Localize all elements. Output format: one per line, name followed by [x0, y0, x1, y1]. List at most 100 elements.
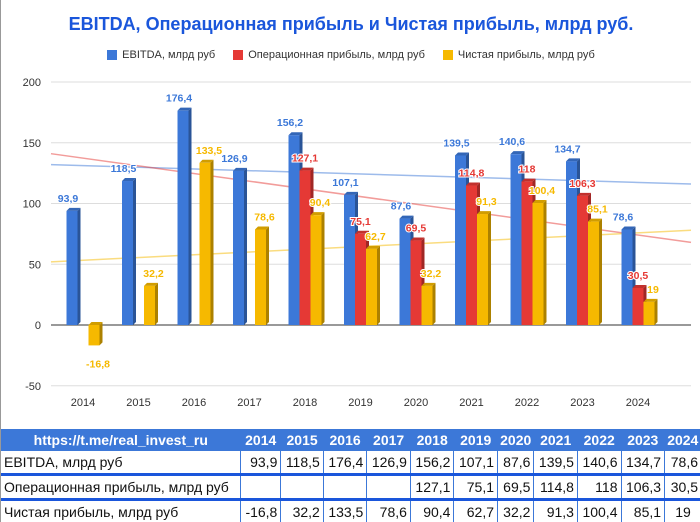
row-label: EBITDA, млрд руб: [1, 451, 241, 476]
x-tick-label: 2020: [404, 397, 428, 409]
x-tick-label: 2017: [237, 397, 261, 409]
y-tick-label: -50: [25, 381, 41, 393]
bar: [455, 155, 466, 325]
legend-label: EBITDA, млрд руб: [122, 49, 216, 61]
data-label: -16,8: [86, 358, 110, 370]
bar: [421, 285, 433, 325]
table-year-header: 2023: [621, 429, 665, 451]
legend-ebitda: EBITDA, млрд руб: [107, 49, 215, 61]
bar: [566, 161, 577, 325]
table-year-header: 2014: [240, 429, 281, 451]
legend-net: Чистая прибыль, млрд руб: [442, 49, 595, 61]
data-label: 87,6: [391, 201, 412, 213]
data-label: 134,7: [554, 143, 580, 155]
bar-top: [366, 245, 380, 249]
table-cell: 107,1: [453, 451, 498, 476]
bar-top: [421, 282, 436, 286]
bar: [510, 154, 522, 325]
data-label: 126,9: [221, 153, 247, 165]
table-header-link[interactable]: https://t.me/real_invest_ru: [1, 429, 241, 451]
bar-top: [355, 230, 369, 234]
data-label: 107,1: [332, 177, 358, 189]
bar-top: [144, 282, 158, 286]
data-label: 75,1: [350, 216, 371, 228]
table-year-header: 2017: [366, 429, 411, 451]
table-cell: 30,5: [664, 474, 700, 501]
bar-side: [133, 178, 136, 325]
bar: [255, 229, 266, 325]
table-cell: 100,4: [576, 499, 621, 522]
table-cell: 78,6: [366, 499, 411, 522]
table-row: Чистая прибыль, млрд руб -16,8 32,2 133,5 78…: [1, 499, 700, 522]
bar: [466, 185, 477, 325]
bar: [621, 229, 633, 325]
bar-top: [399, 215, 414, 219]
table-cell: 87,6: [496, 451, 534, 476]
table-cell: 62,7: [453, 499, 498, 522]
bar: [88, 325, 100, 346]
bar: [399, 218, 411, 325]
bar-top: [621, 226, 636, 230]
data-label: 30,5: [628, 270, 649, 282]
table-row: Операционная прибыль, млрд руб 127,1 75,1 6…: [1, 474, 700, 501]
bar-side: [321, 212, 325, 325]
bar: [233, 170, 244, 325]
bar-top: [233, 167, 247, 171]
bar-side: [99, 322, 103, 346]
data-label: 85,1: [587, 204, 608, 216]
bar-top: [199, 159, 214, 163]
table-cell: 106,3: [620, 474, 665, 501]
table-cell: 118: [576, 474, 621, 501]
table-cell: 19: [664, 499, 700, 522]
bar-top: [477, 211, 491, 215]
data-label: 62,7: [365, 231, 386, 243]
bar-top: [410, 237, 425, 241]
table-cell: 32,2: [496, 499, 534, 522]
table-year-header: 2016: [323, 429, 367, 451]
data-label: 69,5: [406, 223, 427, 235]
table-year-header: 2019: [453, 429, 498, 451]
bar-side: [188, 107, 192, 325]
data-label: 127,1: [292, 153, 318, 165]
chart-title: EBITDA, Операционная прибыль и Чистая пр…: [68, 14, 634, 34]
table-cell: 133,5: [322, 499, 367, 522]
bar-top: [521, 178, 536, 182]
table-cell: 90,4: [409, 499, 454, 522]
bar: [122, 181, 133, 325]
table-cell: 140,6: [576, 451, 621, 476]
bar: [588, 221, 599, 325]
table-cell: 75,1: [453, 474, 498, 501]
bar-side: [377, 245, 380, 325]
bar-side: [654, 298, 658, 325]
data-label: 78,6: [254, 212, 275, 224]
row-label: Операционная прибыль, млрд руб: [1, 474, 241, 501]
data-label: 100,4: [529, 185, 555, 197]
table-row: EBITDA, млрд руб 93,9 118,5 176,4 126,9 156,2…: [1, 451, 700, 476]
data-label: 106,3: [569, 178, 595, 190]
legend-operating: Операционная прибыль, млрд руб: [233, 49, 425, 61]
legend: EBITDA, млрд руб Операционная прибыль, м…: [1, 49, 700, 61]
table-cell: 78,6: [664, 451, 700, 476]
bar: [144, 285, 155, 325]
legend-label: Операционная прибыль, млрд руб: [248, 49, 425, 61]
y-tick-label: 100: [23, 199, 41, 211]
bar: [310, 215, 322, 325]
table-cell: 93,9: [240, 451, 281, 476]
bar-top: [566, 158, 580, 162]
bar-side: [77, 207, 81, 325]
bar: [66, 210, 78, 325]
table-cell: 91,3: [533, 499, 578, 522]
table-cell: 69,5: [496, 474, 534, 501]
bar: [366, 248, 377, 325]
table-cell: 176,4: [322, 451, 367, 476]
bar-top: [299, 167, 314, 171]
bar-side: [599, 218, 602, 325]
x-tick-label: 2023: [570, 397, 594, 409]
x-tick-label: 2019: [348, 397, 372, 409]
data-label: 156,2: [277, 117, 303, 129]
bar-top: [577, 192, 591, 196]
bar-side: [488, 211, 491, 325]
bar-side: [155, 282, 158, 325]
bar: [410, 240, 422, 325]
x-tick-label: 2015: [126, 397, 150, 409]
